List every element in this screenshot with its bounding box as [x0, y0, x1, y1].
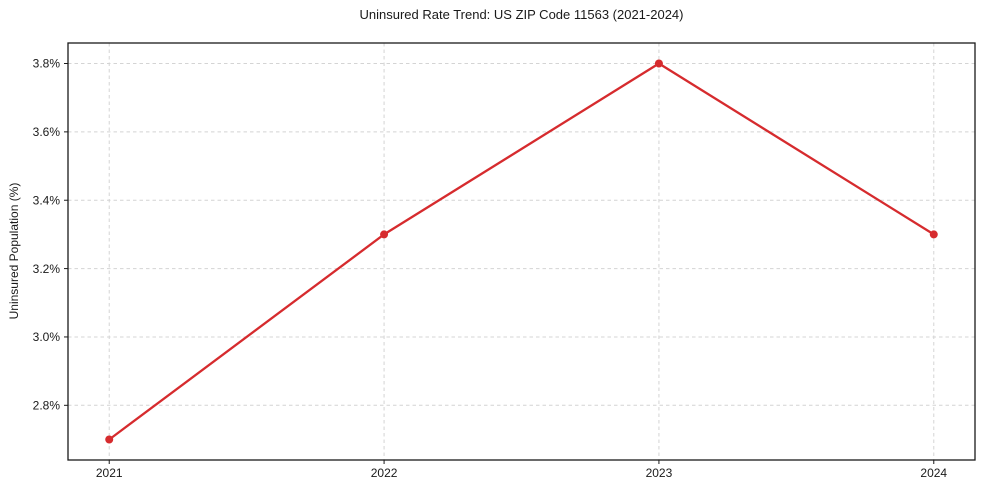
trend-line	[108, 62, 935, 441]
y-tick-label: 3.6%	[33, 125, 61, 139]
y-tick-label: 3.0%	[33, 330, 61, 344]
y-tick-label: 3.4%	[33, 193, 61, 207]
y-tick-label: 2.8%	[33, 399, 61, 413]
data-point-marker	[654, 59, 663, 68]
x-tick-label: 2022	[371, 466, 398, 480]
x-tick-label: 2024	[920, 466, 947, 480]
plot-border	[67, 42, 976, 461]
data-point-marker	[929, 230, 938, 239]
y-tick-label: 3.2%	[33, 262, 61, 276]
data-point-marker	[380, 230, 389, 239]
y-tick-label: 3.8%	[33, 57, 61, 71]
x-tick-label: 2023	[646, 466, 673, 480]
chart-title: Uninsured Rate Trend: US ZIP Code 11563 …	[359, 7, 684, 22]
x-tick-label: 2021	[96, 466, 123, 480]
data-point-marker	[105, 435, 114, 444]
